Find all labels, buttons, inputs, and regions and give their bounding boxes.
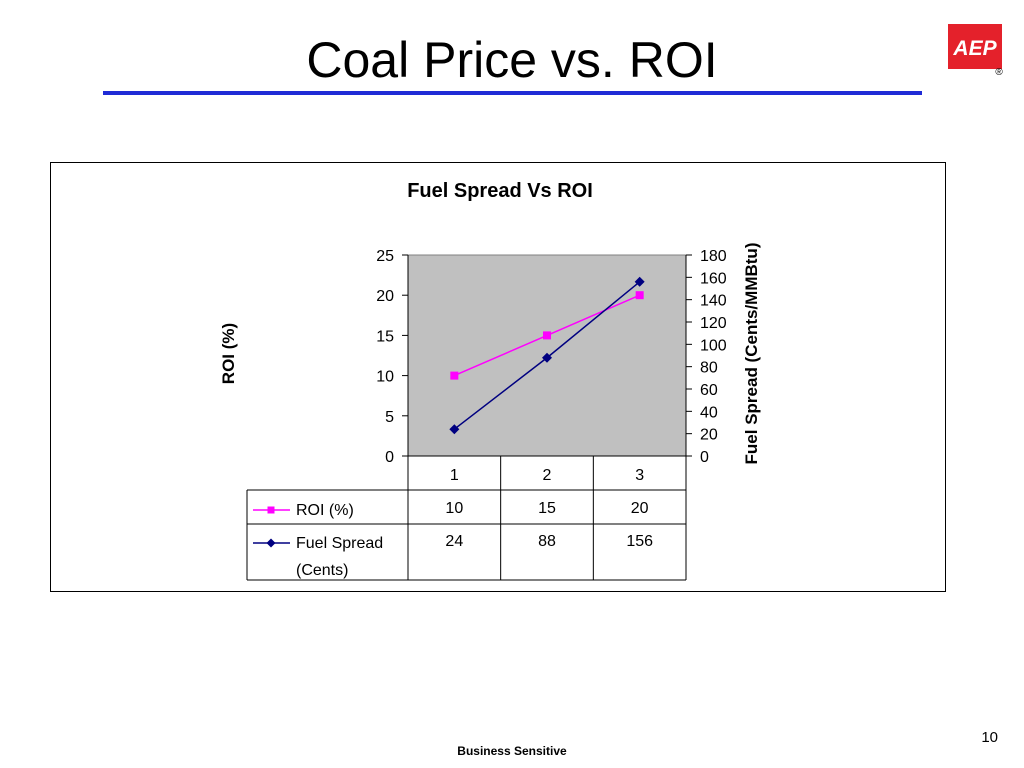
y-tick-label-right: 40 (700, 404, 718, 421)
x-tick-label: 1 (450, 467, 459, 484)
y-tick-label-left: 15 (376, 328, 394, 345)
aep-logo: AEP ® (946, 24, 1004, 78)
y-tick-label-right: 0 (700, 449, 709, 466)
data-point (450, 371, 459, 380)
y-tick-label-right: 160 (700, 270, 727, 287)
y-tick-label-left: 10 (376, 369, 394, 386)
y-tick-label-left: 5 (385, 409, 394, 426)
data-point (635, 291, 644, 300)
y-tick-label-right: 80 (700, 360, 718, 377)
legend-key-marker (267, 506, 275, 514)
y-tick-label-left: 20 (376, 288, 394, 305)
data-point (449, 424, 460, 435)
x-tick-label: 3 (635, 467, 644, 484)
logo-text: AEP (952, 37, 997, 60)
table-cell: 88 (538, 533, 556, 550)
y-tick-label-right: 20 (700, 427, 718, 444)
slide-title: Coal Price vs. ROI (306, 32, 718, 88)
table-row-label: Fuel Spread (296, 535, 383, 552)
table-cell: 156 (626, 533, 653, 550)
x-tick-label: 2 (543, 467, 552, 484)
table-cell: 10 (445, 500, 463, 517)
title-rule (103, 91, 922, 95)
chart-title: Fuel Spread Vs ROI (407, 180, 593, 202)
legend-key-marker (266, 538, 276, 548)
page-number: 10 (981, 729, 998, 746)
y-tick-label-right: 100 (700, 337, 727, 354)
y-axis-label-left: ROI (%) (219, 323, 238, 384)
y-tick-label-right: 60 (700, 382, 718, 399)
data-point (542, 352, 552, 363)
y-tick-label-right: 140 (700, 293, 727, 310)
y-tick-label-right: 120 (700, 315, 727, 332)
table-cell: 20 (631, 500, 649, 517)
table-cell: 15 (538, 500, 556, 517)
table-row-label: ROI (%) (296, 502, 354, 519)
y-tick-label-right: 180 (700, 248, 727, 265)
table-row-label: (Cents) (296, 562, 348, 579)
data-point (634, 276, 645, 287)
logo-red-block (948, 24, 1002, 69)
footer-text: Business Sensitive (457, 744, 567, 758)
y-tick-label-left: 0 (385, 449, 394, 466)
logo-registered-mark: ® (995, 67, 1003, 76)
y-tick-label-left: 25 (376, 248, 394, 265)
y-axis-label-right: Fuel Spread (Cents/MMBtu) (742, 243, 761, 465)
data-point (543, 331, 551, 340)
table-cell: 24 (445, 533, 463, 550)
